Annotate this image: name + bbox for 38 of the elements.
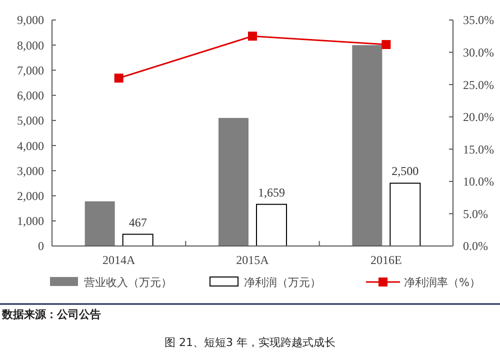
bar <box>84 201 115 246</box>
bar <box>122 234 154 246</box>
bar <box>390 182 421 246</box>
data-label: 2,500 <box>392 164 419 178</box>
bar <box>352 45 382 246</box>
point <box>248 32 257 41</box>
y2-tick-label: 5.0% <box>463 206 488 221</box>
bar <box>218 118 248 246</box>
legend-label: 营业收入（万元） <box>84 276 172 289</box>
y-tick-label: 4,000 <box>17 138 44 153</box>
y2-tick-label: 15.0% <box>463 142 494 156</box>
y2-tick-label: 35.0% <box>463 13 494 28</box>
point <box>114 74 124 83</box>
y-tick-label: 3,000 <box>17 164 44 178</box>
data-label: 1,659 <box>258 185 285 200</box>
point <box>382 40 391 50</box>
y-tick-label: 9,000 <box>17 13 44 28</box>
y-tick-label: 8,000 <box>17 38 44 52</box>
y-tick-label: 5,000 <box>17 114 44 128</box>
x-tick-label: 2015A <box>236 253 270 267</box>
legend-label: 净利润率（%） <box>404 276 480 289</box>
y2-tick-label: 20.0% <box>463 110 494 124</box>
text: 图 21、短短3 年，实现跨越式成长 <box>164 336 336 349</box>
y-tick-label: 1,000 <box>17 214 44 228</box>
source-note: 数据来源：公司公告 <box>1 308 101 321</box>
y-tick-label: 0 <box>38 239 44 254</box>
y2-tick-label: 0.0% <box>463 239 488 254</box>
x-tick-label: 2014A <box>102 253 136 267</box>
y2-tick-label: 25.0% <box>463 78 494 92</box>
bar <box>256 204 287 246</box>
y-tick-label: 2,000 <box>17 188 44 203</box>
legend-label: 净利润（万元） <box>244 276 321 289</box>
data-label: 467 <box>128 215 147 230</box>
y2-tick-label: 30.0% <box>463 45 494 60</box>
y-tick-label: 7,000 <box>17 63 44 78</box>
y-tick-label: 6,000 <box>17 88 44 103</box>
x-tick-label: 2016E <box>370 253 402 267</box>
y2-tick-label: 10.0% <box>463 174 494 189</box>
